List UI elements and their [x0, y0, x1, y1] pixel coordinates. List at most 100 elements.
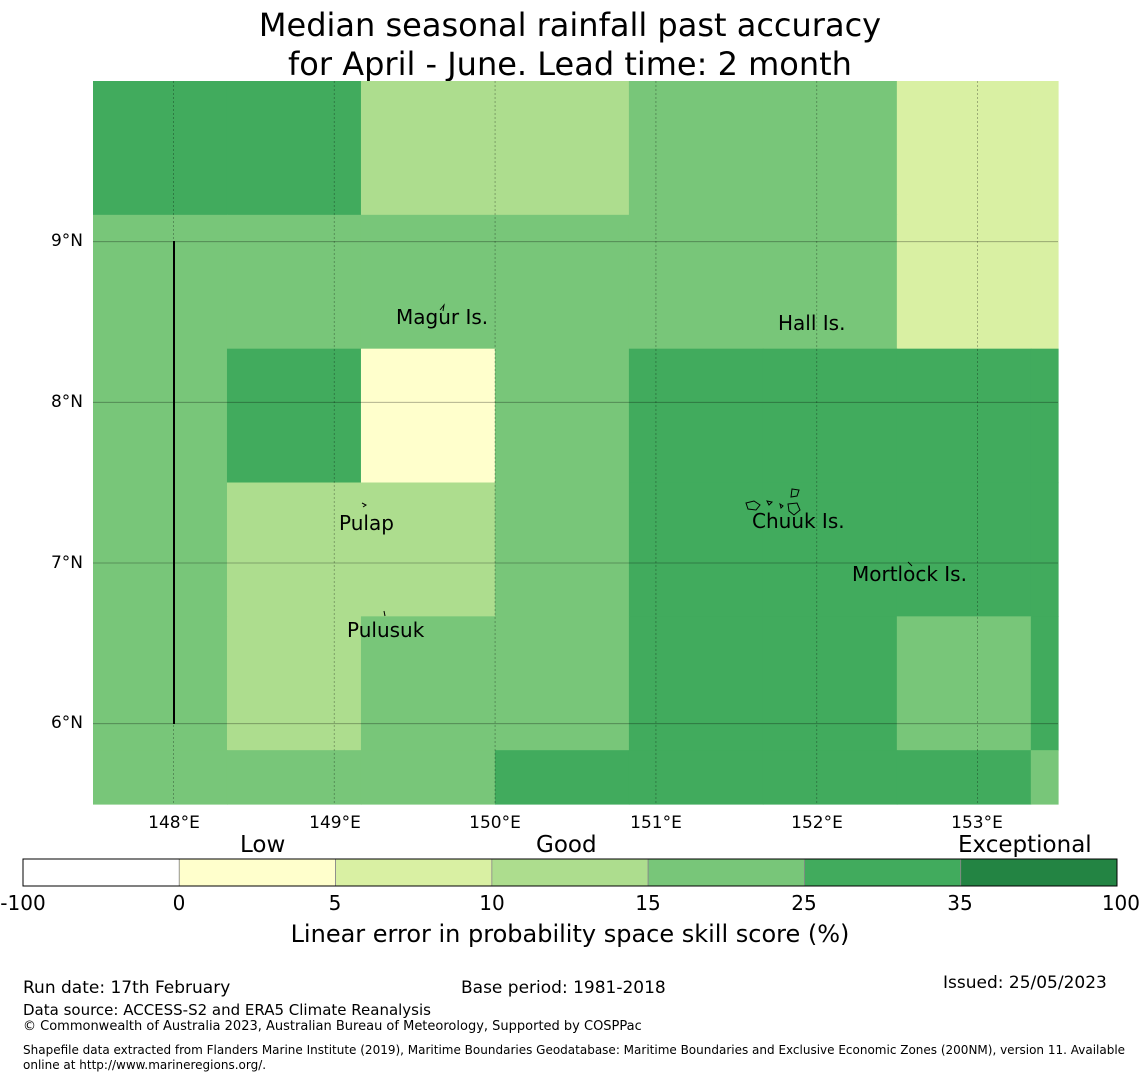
colorbar-tick-25: 25: [791, 891, 817, 915]
grid-cell: [1030, 214, 1059, 350]
category-low: Low: [240, 832, 286, 858]
colorbar-bin: [491, 858, 649, 887]
grid-cell: [1030, 482, 1059, 617]
grid-cell: [226, 81, 362, 216]
chuuk-lagoon-outline-east: [787, 502, 801, 516]
grid-cell: [628, 616, 764, 751]
grid-cell: [494, 750, 630, 805]
colorbar-bin: [647, 858, 805, 887]
grid-cell: [226, 482, 362, 617]
colorbar-title: Linear error in probability space skill …: [290, 920, 850, 948]
grid-cell: [1030, 81, 1059, 216]
grid-cell: [494, 616, 630, 751]
grid-cell: [360, 214, 496, 350]
colorbar-bin: [22, 858, 180, 887]
grid-cell: [226, 214, 362, 350]
lat-tick-6n: 6°N: [50, 713, 83, 733]
lon-tick-149e: 149°E: [309, 813, 361, 833]
skill-grid: [93, 81, 1059, 805]
grid-cell: [896, 750, 1032, 805]
grid-cell: [762, 214, 898, 350]
grid-cell: [360, 616, 496, 751]
magur-island-outline: [439, 303, 445, 312]
grid-cell: [494, 81, 630, 216]
grid-cell: [1030, 750, 1059, 805]
grid-cell: [93, 750, 228, 805]
data-source: Data source: ACCESS-S2 and ERA5 Climate …: [23, 1001, 431, 1019]
shapefile-credit-line1: Shapefile data extracted from Flanders M…: [23, 1043, 1126, 1057]
grid-cell: [762, 750, 898, 805]
grid-cell: [93, 348, 228, 484]
colorbar-bin: [804, 858, 962, 887]
chart-title-line2: for April - June. Lead time: 2 month: [288, 45, 852, 83]
grid-cell: [762, 81, 898, 216]
grid-cell: [762, 348, 898, 484]
grid-cell: [494, 482, 630, 617]
colorbar-tick-10: 10: [479, 891, 505, 915]
grid-cell: [93, 482, 228, 617]
grid-cell: [628, 348, 764, 484]
grid-cell: [226, 616, 362, 751]
grid-cell: [896, 616, 1032, 751]
colorbar-tick-5: 5: [328, 891, 342, 915]
lon-tick-153e: 153°E: [951, 813, 1003, 833]
colorbar-bin: [178, 858, 336, 887]
place-label-hall: Hall Is.: [778, 311, 846, 335]
base-period: Base period: 1981-2018: [461, 978, 666, 998]
colorbar-bin: [960, 858, 1118, 887]
grid-cell: [628, 81, 764, 216]
lat-tick-9n: 9°N: [50, 231, 83, 251]
island-outlines: [361, 303, 913, 617]
lon-tick-151e: 151°E: [630, 813, 682, 833]
lon-tick-150e: 150°E: [469, 813, 521, 833]
grid-cell: [1030, 348, 1059, 484]
grid-cell: [628, 750, 764, 805]
colorbar-tick-15: 15: [635, 891, 661, 915]
grid-cell: [93, 616, 228, 751]
grid-cell: [494, 348, 630, 484]
grid-cell: [628, 482, 764, 617]
place-label-pulap: Pulap: [339, 511, 394, 535]
grid-cell: [360, 348, 496, 484]
run-date: Run date: 17th February: [23, 978, 231, 998]
lon-tick-148e: 148°E: [148, 813, 200, 833]
chuuk-islet-b: [779, 502, 784, 509]
grid-cell: [360, 482, 496, 617]
grid-cell: [360, 81, 496, 216]
grid-cell: [1030, 616, 1059, 751]
copyright-notice: © Commonwealth of Australia 2023, Austra…: [23, 1019, 642, 1034]
chuuk-lagoon-outline-west: [745, 500, 761, 511]
chart-title-line1: Median seasonal rainfall past accuracy: [258, 6, 882, 44]
colorbar-tick-0: 0: [172, 891, 186, 915]
chuuk-islet-a: [766, 500, 774, 506]
grid-cell: [93, 214, 228, 350]
category-good: Good: [536, 832, 597, 858]
place-label-magur: Magur Is.: [396, 305, 489, 329]
colorbar-bin: [335, 858, 493, 887]
grid-cell: [360, 750, 496, 805]
grid-cell: [93, 81, 228, 216]
colorbar-outline: [22, 858, 1118, 887]
lat-tick-7n: 7°N: [50, 553, 83, 573]
colorbar: [22, 858, 1118, 887]
mortlock-island-outline: [907, 561, 913, 567]
lon-tick-152e: 152°E: [791, 813, 843, 833]
colorbar-tick-35: 35: [947, 891, 973, 915]
grid-cell: [762, 616, 898, 751]
grid-cell: [896, 214, 1032, 350]
grid-cell: [896, 348, 1032, 484]
place-label-pulusuk: Pulusuk: [347, 618, 425, 642]
grid-cell: [226, 750, 362, 805]
grid-cell: [762, 482, 898, 617]
grid-cell: [628, 214, 764, 350]
place-label-mortlock: Mortlock Is.: [852, 562, 967, 586]
grid-cell: [896, 81, 1032, 216]
grid-cell: [226, 348, 362, 484]
pulap-island-outline: [361, 502, 367, 508]
category-exceptional: Exceptional: [958, 832, 1092, 858]
grid-cell: [494, 214, 630, 350]
issued-date: Issued: 25/05/2023: [943, 973, 1107, 993]
lat-tick-8n: 8°N: [50, 392, 83, 412]
pulusuk-island-outline: [383, 610, 386, 617]
